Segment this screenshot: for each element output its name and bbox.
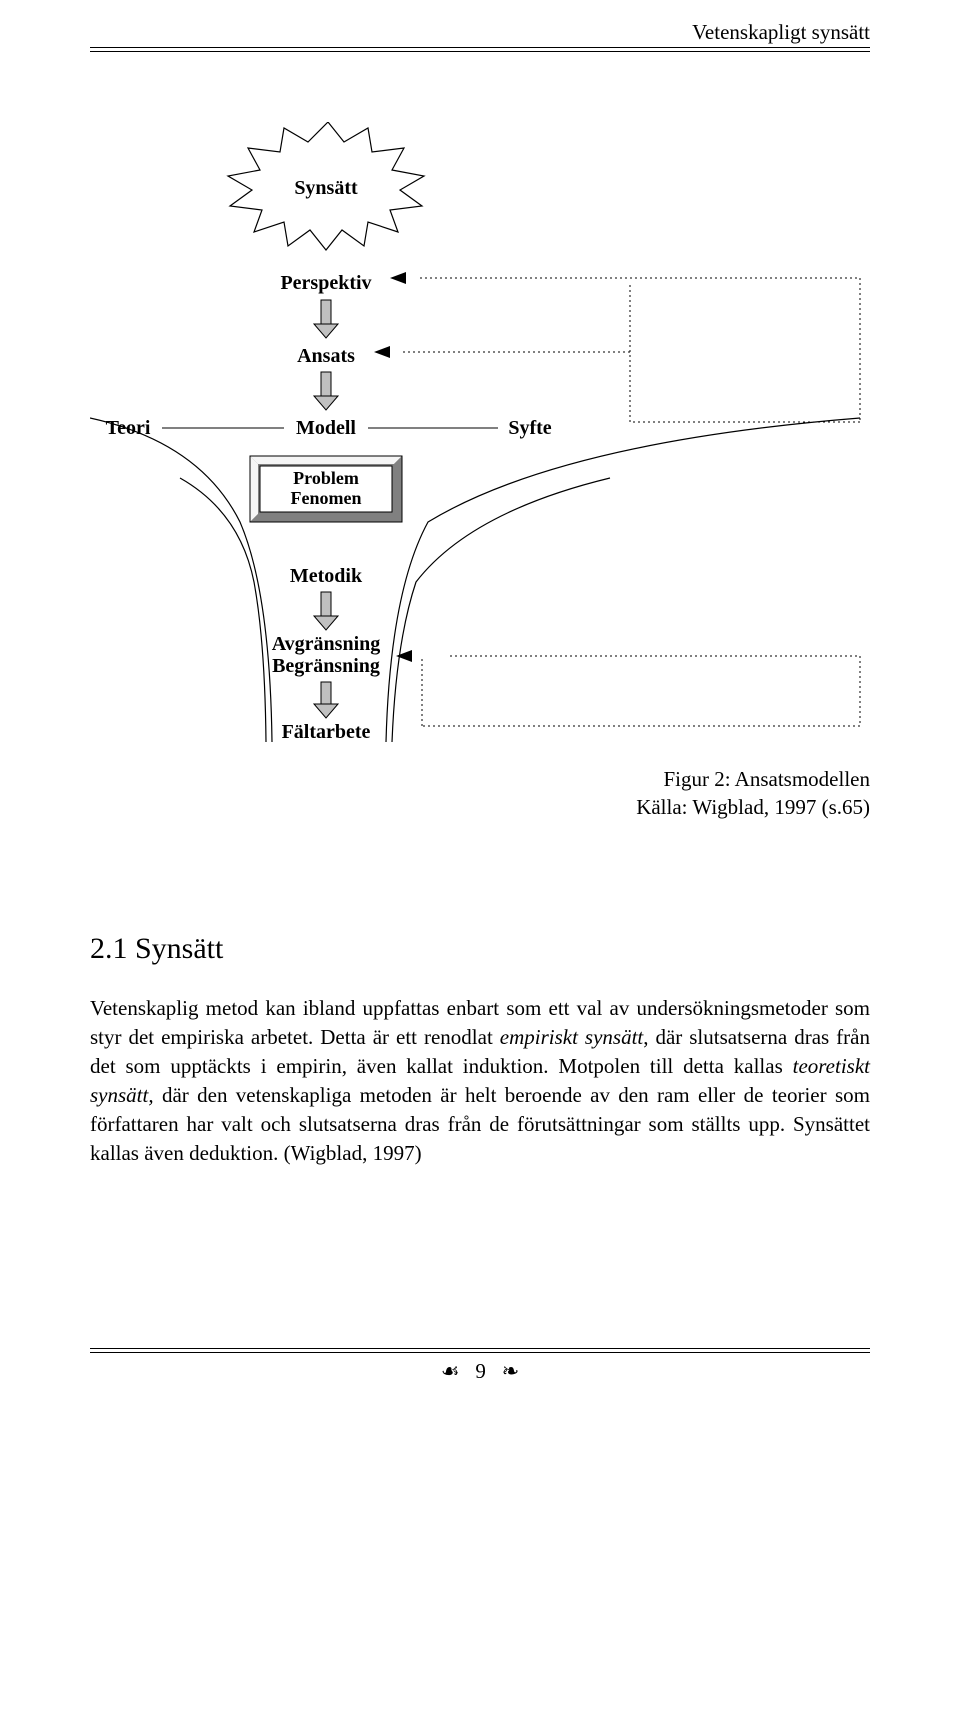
- page-number-left-ornament: ☙: [441, 1359, 460, 1383]
- figure-caption-line1: Figur 2: Ansatsmodellen: [664, 767, 871, 791]
- funnel-right-inner: [392, 478, 610, 742]
- label-ansats: Ansats: [297, 345, 355, 367]
- footer-rule-bottom: [90, 1352, 870, 1353]
- label-avgransning: Avgränsning: [272, 633, 381, 655]
- figure-caption: Figur 2: Ansatsmodellen Källa: Wigblad, …: [90, 765, 870, 822]
- node-synsatt: Synsätt: [228, 122, 424, 250]
- funnel-left-outer: [90, 418, 272, 742]
- label-faltarbete: Fältarbete: [282, 721, 371, 742]
- funnel-right-outer: [386, 418, 860, 742]
- figure-ansatsmodellen: Synsätt Perspektiv Ansats Teori Modell S…: [90, 122, 870, 822]
- arrow-perspektiv-ansats: [314, 300, 338, 338]
- body-paragraph: Vetenskaplig metod kan ibland uppfattas …: [90, 994, 870, 1168]
- feedback-upper: [390, 272, 860, 422]
- page: Vetenskapligt synsätt Synsätt Perspektiv…: [0, 0, 960, 1424]
- running-head: Vetenskapligt synsätt: [90, 20, 870, 47]
- feedback-lower: [396, 650, 860, 726]
- page-number-right-ornament: ❧: [502, 1359, 520, 1383]
- footer: ☙ 9 ❧: [90, 1348, 870, 1384]
- label-modell: Modell: [296, 417, 356, 439]
- arrow-metodik-avgransning: [314, 592, 338, 630]
- figure-caption-line2: Källa: Wigblad, 1997 (s.65): [636, 795, 870, 819]
- header-rule-bottom: [90, 51, 870, 52]
- label-begransning: Begränsning: [272, 655, 380, 677]
- label-perspektiv: Perspektiv: [280, 272, 371, 294]
- label-synsatt: Synsätt: [294, 177, 358, 199]
- diagram-svg: Synsätt Perspektiv Ansats Teori Modell S…: [90, 122, 870, 742]
- page-number-value: 9: [475, 1359, 486, 1383]
- feedback-ansats: [374, 346, 630, 358]
- node-problem-fenomen: Problem Fenomen: [250, 456, 402, 522]
- section-heading: 2.1 Synsätt: [90, 932, 870, 966]
- arrow-begransning-faltarbete: [314, 682, 338, 718]
- label-teori: Teori: [106, 417, 151, 439]
- page-number: ☙ 9 ❧: [90, 1359, 870, 1384]
- arrow-ansats-modell: [314, 372, 338, 410]
- label-syfte: Syfte: [508, 417, 551, 439]
- label-fenomen: Fenomen: [291, 488, 362, 508]
- label-problem: Problem: [293, 468, 359, 488]
- label-metodik: Metodik: [290, 565, 363, 587]
